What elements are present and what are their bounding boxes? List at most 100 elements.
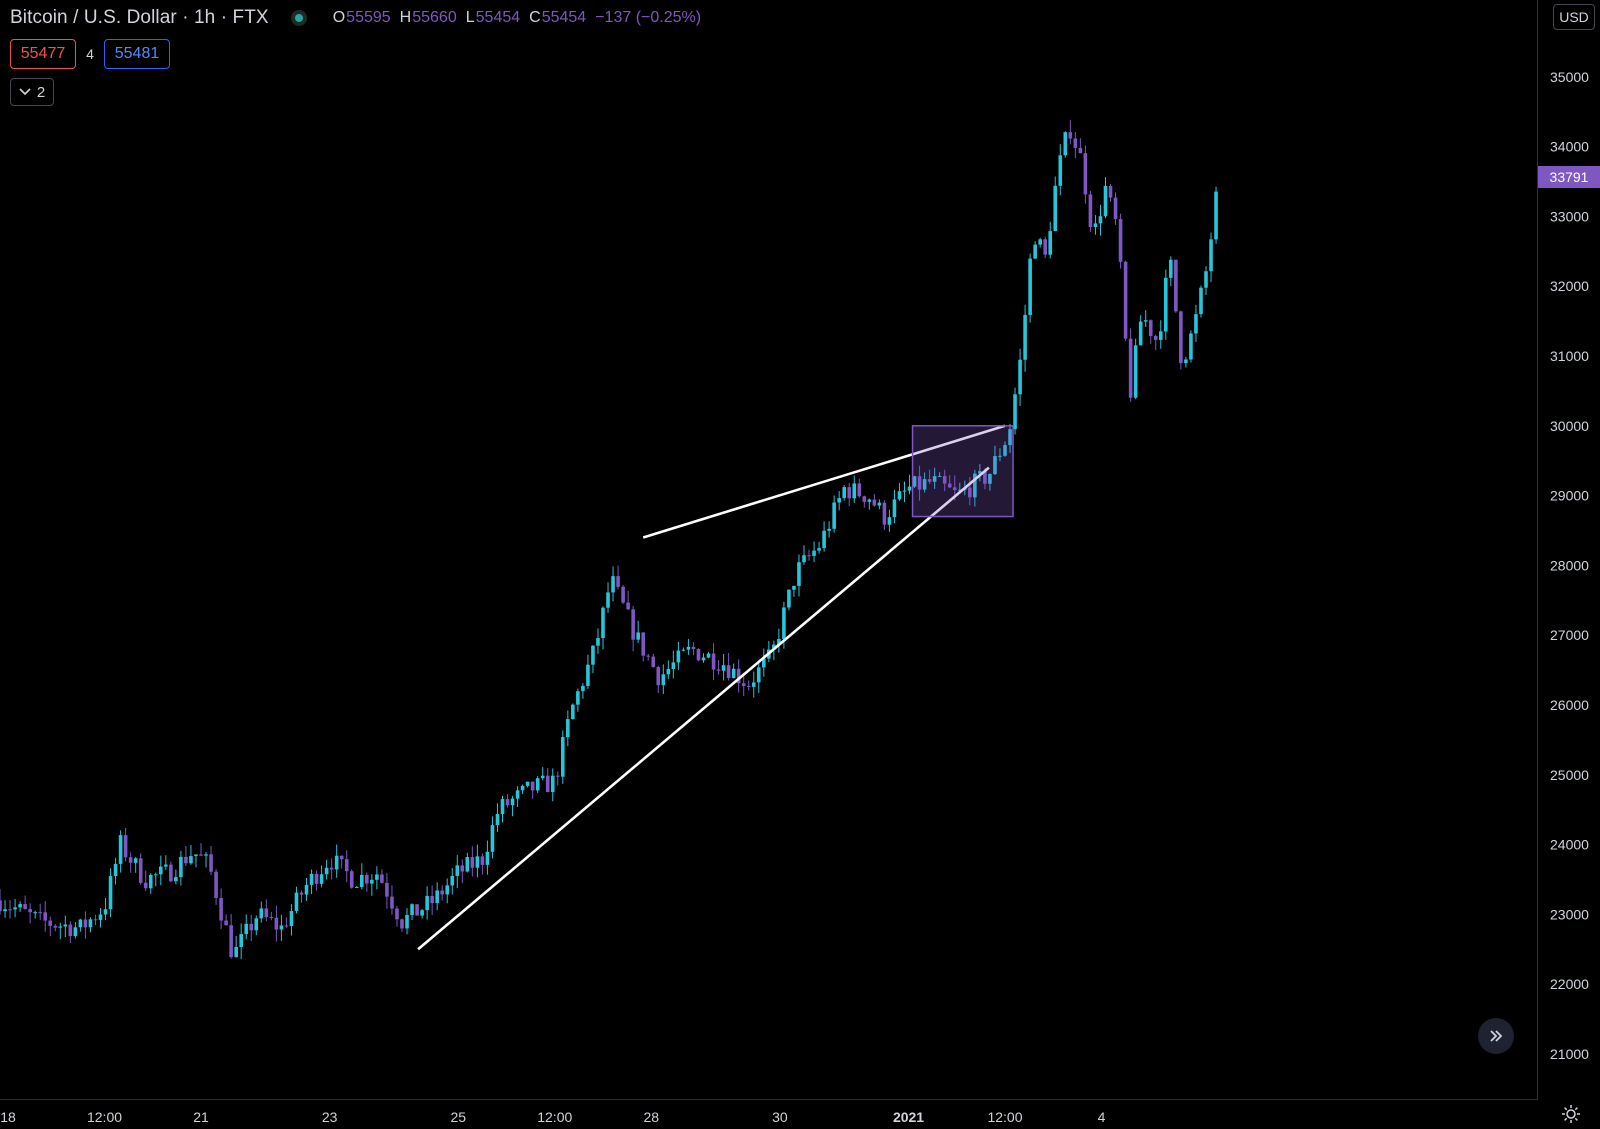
candle-body: [400, 919, 404, 929]
price-tick-label: 31000: [1550, 348, 1589, 364]
candle-body: [922, 479, 927, 490]
candle-body: [405, 914, 409, 929]
time-tick-label: 12:00: [537, 1109, 572, 1125]
candle-body: [606, 592, 610, 608]
candle-body: [8, 909, 12, 911]
trendline-drawing[interactable]: [417, 466, 990, 951]
price-tick-label: 33000: [1550, 208, 1589, 224]
candle-body: [18, 904, 22, 908]
symbol-title[interactable]: Bitcoin / U.S. Dollar · 1h · FTX: [10, 7, 269, 28]
candle-body: [224, 920, 228, 926]
candle-body: [952, 487, 957, 491]
candle-body: [53, 925, 58, 928]
candle-body: [1063, 132, 1068, 156]
price-tick-label: 35000: [1550, 69, 1589, 85]
candle-body: [475, 856, 480, 868]
candle-body: [33, 912, 37, 914]
candle-body: [912, 476, 917, 487]
candle-body: [711, 653, 716, 670]
candle-body: [857, 483, 862, 497]
scroll-to-realtime-button[interactable]: [1478, 1018, 1514, 1054]
candle-body: [1098, 216, 1103, 224]
candle-body: [299, 892, 304, 895]
candle-body: [1073, 138, 1078, 148]
time-tick-label: 21: [193, 1109, 209, 1125]
candle-body: [545, 775, 550, 793]
buy-button[interactable]: 55481: [104, 39, 170, 69]
candle-body: [169, 864, 173, 882]
candle-body: [847, 487, 852, 499]
candle-body: [440, 890, 444, 895]
candle-body: [128, 857, 133, 863]
candle-body: [947, 483, 952, 488]
candle-body: [184, 856, 188, 864]
candle-body: [942, 476, 947, 484]
settings-gear-icon[interactable]: [1561, 1104, 1581, 1124]
candle-body: [867, 499, 872, 502]
currency-button[interactable]: USD: [1553, 4, 1595, 30]
candle-body: [993, 456, 997, 475]
candle-body: [812, 550, 816, 556]
ohlc-open: 55595: [346, 9, 391, 26]
symbol-legend[interactable]: Bitcoin / U.S. Dollar · 1h · FTX O 55595…: [10, 4, 701, 32]
candle-body: [465, 857, 470, 872]
indicators-toggle-button[interactable]: 2: [10, 78, 54, 106]
sell-button[interactable]: 55477: [10, 39, 76, 69]
ohlc-low: 55454: [475, 9, 521, 26]
price-tick-label: 25000: [1550, 767, 1589, 783]
candle-body: [957, 489, 962, 491]
candle-body: [430, 895, 434, 904]
candle-body: [319, 874, 324, 884]
candle-body: [294, 892, 299, 911]
candle-body: [1013, 394, 1017, 430]
candle-body: [450, 875, 455, 886]
candle-body: [264, 908, 269, 918]
price-tick-label: 28000: [1550, 557, 1589, 573]
chevron-down-icon: [19, 88, 31, 96]
candle-body: [576, 691, 580, 705]
candle-body: [691, 646, 696, 650]
rectangle-drawing[interactable]: [911, 425, 1014, 518]
candle-body: [219, 897, 223, 921]
candle-body: [395, 908, 399, 920]
trendline-drawing[interactable]: [642, 424, 1006, 539]
candle-body: [410, 904, 414, 915]
candle-body: [113, 863, 118, 877]
candle-body: [1043, 239, 1047, 255]
candle-body: [199, 854, 203, 856]
candle-body: [1158, 331, 1163, 340]
candle-body: [566, 719, 570, 738]
candle-body: [23, 904, 27, 910]
candle-body: [646, 655, 651, 657]
drawings-layer[interactable]: [417, 424, 1014, 951]
candle-body: [1118, 219, 1123, 262]
candle-body: [1038, 239, 1042, 245]
candle-body: [591, 645, 595, 665]
candle-body: [1133, 345, 1138, 398]
candle-body: [68, 924, 73, 937]
candle-body: [349, 871, 354, 888]
candle-body: [852, 483, 857, 499]
candle-body: [1023, 314, 1027, 360]
candle-body: [420, 910, 424, 916]
candle-body: [917, 476, 922, 490]
candle-body: [1103, 185, 1108, 217]
candle-body: [1028, 258, 1032, 315]
candle-body: [329, 867, 334, 870]
price-tick-label: 29000: [1550, 488, 1589, 504]
candle-body: [716, 669, 721, 671]
time-tick-label: 2021: [893, 1109, 924, 1125]
time-tick-label: 4: [1098, 1109, 1106, 1125]
candle-body: [214, 871, 218, 898]
ohlc-close-key: C: [529, 9, 541, 26]
candle-body: [1078, 147, 1083, 154]
candle-body: [360, 874, 364, 888]
candle-body: [520, 785, 525, 791]
candle-body: [339, 855, 344, 860]
candles-layer: [0, 120, 1218, 960]
candle-body: [802, 555, 806, 563]
candle-body: [1058, 155, 1063, 186]
candle-body: [822, 530, 826, 549]
candle-body: [73, 927, 78, 937]
